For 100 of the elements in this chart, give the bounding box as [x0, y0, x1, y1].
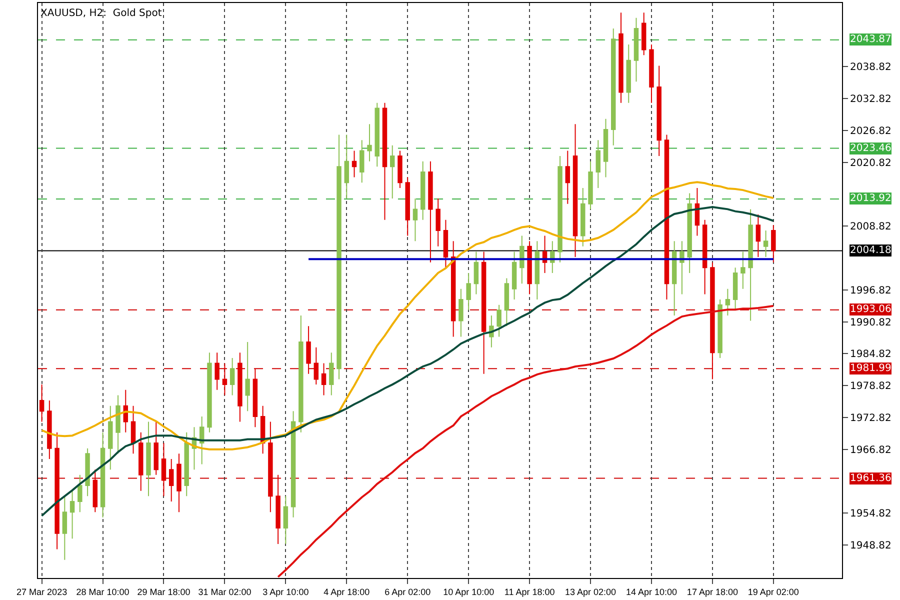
- ref-line-label: 2023.46: [850, 143, 892, 154]
- candlestick: [481, 251, 486, 374]
- candlestick: [710, 262, 715, 380]
- candlestick: [252, 368, 258, 428]
- text: XAUUSD, H2: Gold Spot: [40, 8, 162, 19]
- candlestick: [199, 416, 204, 465]
- candlestick: [108, 405, 113, 470]
- ref-line-label: 1961.36: [850, 473, 892, 484]
- candlestick: [321, 362, 326, 396]
- candlestick: [534, 240, 540, 300]
- candlestick: [763, 230, 768, 258]
- x-tick-label: 14 Apr 10:00: [626, 586, 678, 597]
- line-series: [40, 206, 774, 517]
- candlestick: [740, 251, 746, 290]
- x-tick-label: 10 Apr 10:00: [443, 586, 494, 597]
- candlestick: [62, 496, 68, 560]
- candlestick: [527, 240, 532, 295]
- x-tick-label: 11 Apr 18:00: [504, 586, 555, 597]
- candlestick: [47, 400, 52, 460]
- candlestick: [268, 421, 273, 513]
- candlestick: [207, 352, 212, 433]
- y-tick-label: 2020.82: [850, 158, 892, 169]
- y-tick-label: 1972.82: [850, 412, 892, 424]
- y-tick-label: 2032.82: [850, 94, 892, 106]
- x-tick-label: 4 Apr 18:00: [324, 586, 370, 597]
- candlestick: [154, 421, 158, 476]
- candlestick: [474, 251, 479, 295]
- candlestick: [687, 192, 692, 274]
- x-tick-label: 27 Mar 2023: [16, 586, 68, 597]
- candlestick: [298, 314, 304, 433]
- candlestick: [458, 288, 464, 338]
- candlestick: [398, 150, 402, 188]
- candlestick: [732, 267, 738, 311]
- candlestick: [100, 432, 106, 518]
- candlestick: [611, 28, 616, 146]
- candlestick: [116, 394, 120, 454]
- candlestick: [680, 240, 684, 295]
- x-tick-label: 17 Apr 18:00: [686, 586, 738, 597]
- y-tick-label: 2026.82: [850, 126, 892, 137]
- candlestick: [428, 160, 433, 263]
- candlestick: [466, 272, 471, 311]
- candlestick: [367, 124, 372, 162]
- candlestick: [176, 453, 182, 513]
- y-tick-label: 1990.82: [850, 317, 892, 328]
- candlestick: [336, 134, 342, 380]
- candlestick: [450, 240, 456, 338]
- candlestick: [580, 187, 586, 247]
- x-tick-label: 13 Apr 02:00: [564, 586, 616, 597]
- candlestick: [214, 352, 220, 390]
- y-tick-label: 1954.82: [850, 508, 892, 520]
- candlestick: [405, 176, 410, 236]
- candlestick: [123, 389, 128, 433]
- line-series: [40, 181, 774, 450]
- candlestick: [161, 442, 166, 497]
- x-tick-label: 6 Apr 02:00: [384, 586, 431, 597]
- y-tick-label: 1984.82: [850, 349, 892, 360]
- ref-line-label: 1981.99: [850, 363, 892, 374]
- y-tick-label: 1996.82: [850, 285, 892, 296]
- candlestick: [618, 12, 624, 104]
- candlestick: [78, 474, 82, 513]
- candlestick: [664, 134, 670, 300]
- candlestick: [39, 384, 44, 422]
- candlestick: [238, 352, 242, 422]
- candlestick: [146, 421, 151, 497]
- candlestick: [70, 490, 75, 540]
- candlestick: [360, 140, 364, 184]
- candlestick: [603, 118, 608, 178]
- y-tick-label: 1978.82: [850, 381, 892, 392]
- candlestick: [85, 448, 90, 497]
- x-tick-label: 29 Mar 18:00: [137, 586, 190, 597]
- line-series: [277, 304, 774, 578]
- candlestick: [130, 405, 136, 454]
- candlestick: [352, 150, 357, 178]
- ref-line-label: 2043.87: [850, 34, 892, 45]
- candlestick: [436, 198, 440, 247]
- candlestick: [496, 304, 502, 338]
- candlestick: [504, 278, 510, 327]
- candlestick: [374, 102, 380, 168]
- candlestick: [344, 134, 350, 200]
- candlestick: [443, 219, 448, 268]
- candlestick: [565, 150, 570, 204]
- y-tick-label: 1948.82: [850, 540, 892, 552]
- candlestick: [92, 469, 98, 513]
- candlestick: [169, 458, 174, 502]
- candlestick: [222, 362, 228, 396]
- ref-line-label: 2004.18: [850, 245, 892, 256]
- candlestick: [54, 432, 60, 550]
- candlestick: [382, 102, 388, 220]
- candlestick: [626, 44, 631, 104]
- candlestick: [756, 214, 761, 258]
- candlestick: [520, 235, 524, 284]
- candlestick: [672, 240, 677, 316]
- candlestick: [306, 326, 311, 374]
- x-tick-label: 3 Apr 10:00: [262, 586, 309, 597]
- candlestick: [412, 198, 418, 242]
- y-tick-label: 2008.82: [850, 222, 892, 233]
- candlestick: [558, 156, 562, 263]
- candlestick: [138, 432, 144, 492]
- candlestick: [694, 187, 700, 236]
- candlestick: [230, 357, 235, 396]
